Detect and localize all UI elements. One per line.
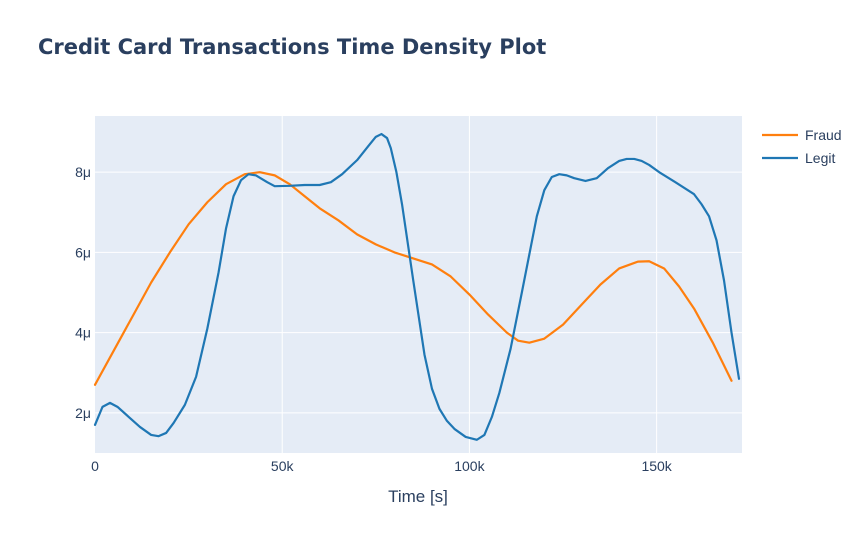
legend-item-fraud[interactable]: Fraud	[762, 127, 842, 143]
x-tick-label: 0	[91, 458, 99, 474]
legend-label: Legit	[805, 150, 835, 166]
y-axis-ticks: 2μ 4μ 6μ 8μ	[75, 164, 91, 421]
x-axis-ticks: 0 50k 100k 150k	[91, 458, 673, 474]
series-line-fraud	[93, 171, 733, 386]
x-tick-label: 50k	[271, 458, 295, 474]
y-tick-label: 6μ	[75, 244, 91, 260]
y-tick-label: 2μ	[75, 405, 91, 421]
series-line-legit	[93, 132, 741, 441]
y-tick-label: 8μ	[75, 164, 91, 180]
x-tick-label: 100k	[454, 458, 485, 474]
grid	[95, 116, 742, 453]
x-axis-title: Time [s]	[388, 487, 448, 506]
y-tick-label: 4μ	[75, 325, 91, 341]
x-tick-label: 150k	[641, 458, 672, 474]
chart-title: Credit Card Transactions Time Density Pl…	[38, 35, 546, 59]
plot-area	[95, 116, 742, 453]
legend: Fraud Legit	[762, 127, 842, 166]
legend-item-legit[interactable]: Legit	[762, 150, 835, 166]
series-lines	[93, 132, 741, 441]
legend-label: Fraud	[805, 127, 842, 143]
